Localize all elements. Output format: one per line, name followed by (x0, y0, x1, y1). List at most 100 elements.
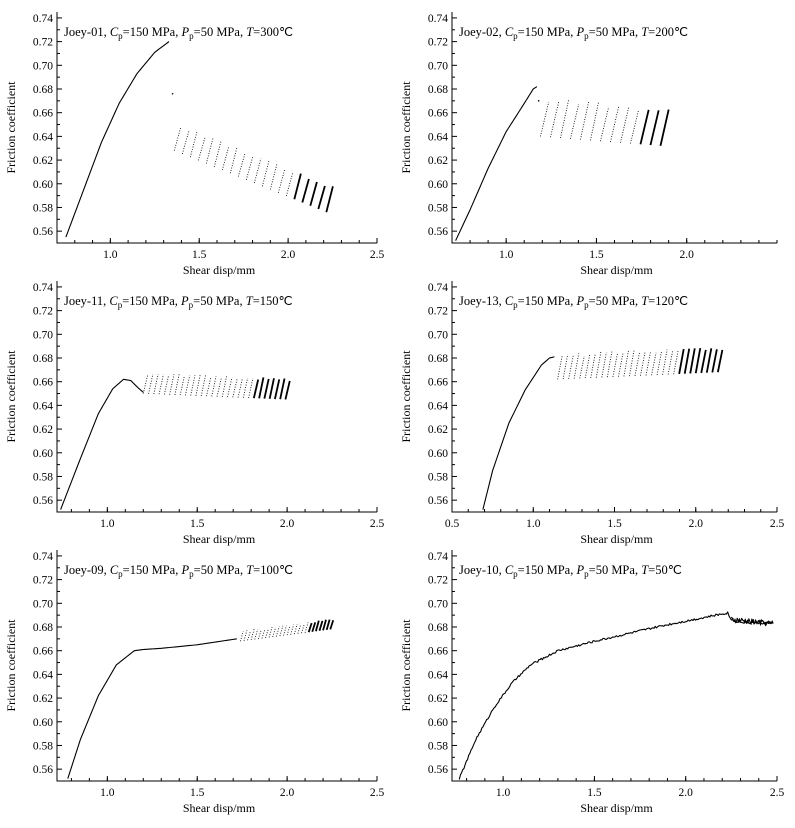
x-axis-title: Shear disp/mm (580, 532, 653, 546)
stick-slip-cycle (716, 349, 724, 373)
panel-title: Joey-09, Cp=150 MPa, Pp=50 MPa, T=100℃ (64, 563, 293, 579)
stick-slip-cycle (580, 101, 590, 140)
stick-slip-cycle (689, 348, 696, 374)
stick-slip-cycle (322, 619, 327, 631)
stick-slip-cycle (265, 628, 269, 639)
y-axis-title: Friction coefficient (399, 81, 413, 174)
panel-title: Joey-11, Cp=150 MPa, Pp=50 MPa, T=150℃ (64, 294, 293, 310)
y-tick-label: 0.58 (33, 202, 53, 214)
stick-slip-cycle (257, 629, 262, 639)
stick-slip-cycle (562, 354, 569, 380)
y-tick-label: 0.74 (428, 551, 448, 563)
y-tick-label: 0.60 (428, 448, 448, 460)
stick-slip-cycle (242, 377, 249, 398)
y-axis-title: Friction coefficient (4, 350, 18, 443)
y-tick-label: 0.64 (428, 131, 448, 143)
data-series (455, 86, 670, 241)
x-tick-label: 1.5 (589, 249, 604, 261)
pore-pressure: 50 MPa (596, 294, 636, 308)
stick-slip-cycle (595, 351, 602, 378)
stick-slip-cycle (254, 629, 259, 640)
chart-panel-6: 0.56 0.58 0.60 0.62 0.64 0.66 0.68 0.70 0.72 0.74… (399, 550, 784, 815)
stick-slip-cycle (213, 141, 222, 167)
stick-slip-cycle (584, 354, 591, 379)
y-tick-label: 0.56 (428, 226, 448, 238)
y-tick-label: 0.72 (33, 37, 53, 49)
x-tick-label: 2.5 (370, 518, 385, 530)
stick-slip-cycle (601, 352, 607, 378)
y-tick-label: 0.68 (33, 353, 53, 365)
x-tick-label: 2.5 (770, 518, 785, 530)
y-tick-label: 0.70 (428, 598, 448, 610)
y-tick-label: 0.64 (33, 131, 53, 143)
stick-slip-cycle (683, 348, 691, 374)
stick-slip-cycle (610, 106, 620, 143)
stick-slip-cycle (275, 626, 280, 637)
stick-slip-cycle (573, 353, 580, 379)
x-axis-title: Shear disp/mm (580, 263, 653, 277)
stick-slip-cycle (579, 355, 585, 379)
x-tick-label: 1.5 (190, 518, 205, 530)
stick-slip-cycle (285, 172, 294, 197)
temperature: 50℃ (655, 563, 682, 577)
stick-slip-cycle (197, 137, 206, 161)
x-axis-title: Shear disp/mm (183, 263, 256, 277)
y-tick-label: 0.74 (33, 282, 53, 294)
sample-id: Joey-11 (64, 294, 103, 308)
x-tick-label: 2.5 (370, 787, 385, 799)
stick-slip-cycle (237, 153, 246, 177)
loading-curve (482, 356, 555, 510)
x-tick-label: 2.0 (679, 787, 694, 799)
plateau-noise (730, 616, 774, 627)
x-tick-label: 0.5 (445, 518, 460, 530)
stick-slip-cycle (606, 351, 613, 378)
stick-slip-cycle (181, 130, 190, 154)
stick-slip-cycle (268, 626, 273, 638)
y-tick-label: 0.70 (428, 329, 448, 341)
y-tick-label: 0.60 (33, 717, 53, 729)
stick-slip-cycle (307, 622, 313, 633)
stick-slip-cycle (297, 623, 302, 634)
x-axis-title: Shear disp/mm (183, 532, 256, 546)
y-tick-label: 0.56 (428, 764, 448, 776)
y-tick-label: 0.66 (428, 377, 448, 389)
stick-slip-cycle (229, 147, 238, 174)
pore-pressure: 50 MPa (200, 294, 240, 308)
y-tick-label: 0.62 (428, 693, 448, 705)
stick-slip-cycle (639, 109, 650, 145)
x-tick-label: 1.0 (100, 787, 115, 799)
stick-slip-cycle (200, 375, 206, 397)
confining-pressure: 150 MPa (130, 25, 176, 39)
stick-slip-cycle (694, 347, 702, 374)
stick-slip-cycle (190, 375, 196, 396)
y-axis-title: Friction coefficient (399, 619, 413, 712)
data-point (537, 100, 540, 102)
x-tick-label: 2.0 (689, 518, 704, 530)
axes-frame (56, 550, 377, 782)
y-tick-label: 0.72 (33, 575, 53, 587)
stick-slip-cycle (268, 378, 275, 399)
panel-title: Joey-10, Cp=150 MPa, Pp=50 MPa, T=50℃ (459, 563, 682, 579)
y-tick-label: 0.70 (33, 60, 53, 72)
data-series (65, 41, 334, 238)
data-series (60, 373, 291, 510)
stick-slip-cycle (290, 624, 295, 635)
y-tick-label: 0.66 (428, 108, 448, 120)
stick-slip-cycle (560, 99, 570, 139)
stick-slip-cycle (274, 379, 281, 400)
pore-pressure: 50 MPa (201, 25, 241, 39)
y-tick-label: 0.66 (33, 108, 53, 120)
y-tick-label: 0.68 (428, 84, 448, 96)
stick-slip-cycle (232, 378, 238, 398)
stick-slip-cycle (174, 374, 180, 395)
stick-slip-cycle (568, 355, 574, 379)
stick-slip-cycle (148, 373, 154, 394)
stick-slip-cycle (293, 624, 298, 635)
stick-slip-cycle (678, 348, 685, 375)
stick-slip-cycle (269, 164, 278, 190)
stick-slip-cycle (590, 101, 600, 141)
x-tick-label: 2.0 (280, 518, 295, 530)
y-tick-label: 0.72 (428, 306, 448, 318)
loading-curve (60, 378, 144, 510)
